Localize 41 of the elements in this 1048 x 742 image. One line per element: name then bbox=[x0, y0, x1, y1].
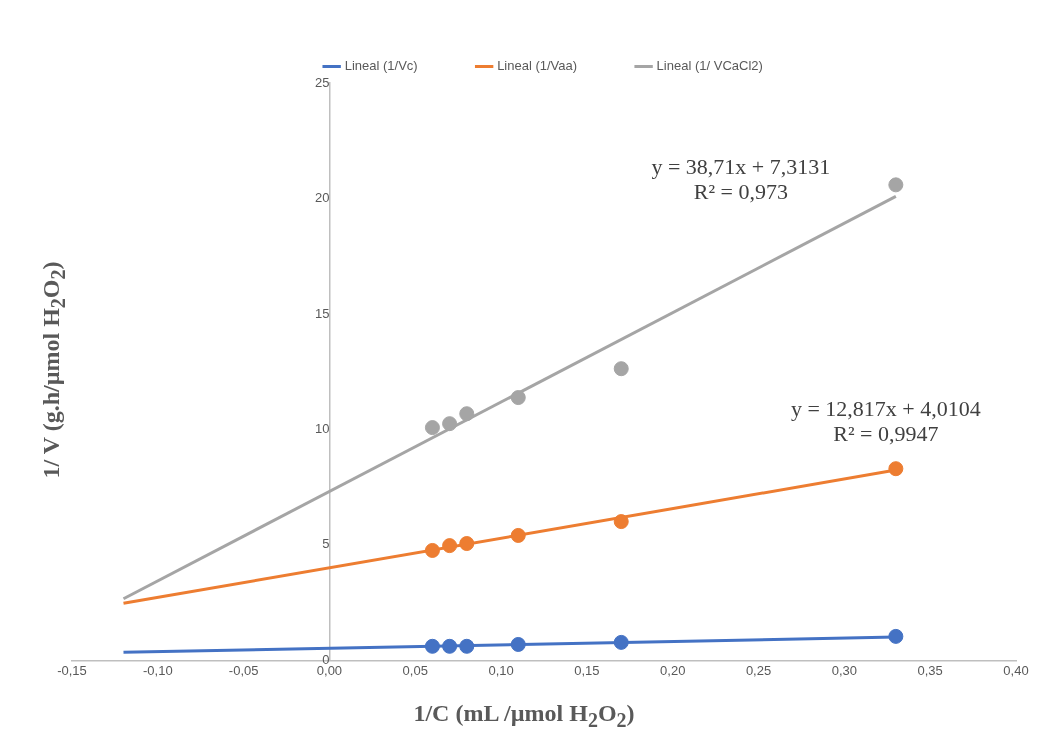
point bbox=[888, 461, 904, 477]
x-tick-label: 0,40 bbox=[1003, 662, 1029, 678]
point bbox=[510, 390, 526, 406]
annotation: y = 12,817x + 4,0104 R² = 0,9947 bbox=[790, 395, 981, 446]
x-axis-title: 1/C (mL /µmol H$_{2}$O$_{2}$) bbox=[412, 700, 636, 732]
x-tick-label: 0,10 bbox=[488, 662, 514, 678]
point bbox=[459, 536, 475, 552]
x-tick-label: 0,15 bbox=[574, 662, 600, 678]
point bbox=[442, 416, 458, 432]
x-tick-label: 0,05 bbox=[402, 662, 428, 678]
point bbox=[442, 638, 458, 654]
x-tick-label: -0,15 bbox=[57, 662, 87, 678]
point bbox=[459, 406, 475, 422]
x-tick-label: 0,20 bbox=[660, 662, 686, 678]
y-tick-label: 0 bbox=[322, 651, 330, 667]
point bbox=[424, 420, 440, 436]
point bbox=[888, 177, 904, 193]
point bbox=[442, 538, 458, 554]
point bbox=[613, 361, 629, 377]
point bbox=[424, 542, 440, 558]
x-tick-label: 0,25 bbox=[745, 662, 772, 678]
legend-label: Lineal (1/Vaa) bbox=[497, 58, 578, 74]
x-tick-label: 0,30 bbox=[831, 662, 858, 678]
y-tick-label: 20 bbox=[314, 190, 330, 206]
x-tick-label: -0,10 bbox=[143, 662, 173, 678]
annotation: y = 38,71x + 7,3131 R² = 0,973 bbox=[651, 154, 831, 205]
point bbox=[459, 638, 475, 654]
y-tick-label: 10 bbox=[314, 421, 330, 437]
x-tick-label: -0,05 bbox=[228, 662, 259, 678]
point bbox=[424, 638, 440, 654]
y-tick-label: 15 bbox=[314, 305, 330, 321]
point bbox=[613, 634, 629, 650]
point bbox=[510, 527, 526, 543]
legend-label: Lineal (1/Vc) bbox=[344, 58, 418, 74]
legend-label: Lineal (1/ VCaCl2) bbox=[656, 58, 763, 74]
y-tick-label: 5 bbox=[322, 536, 330, 552]
point bbox=[888, 628, 904, 644]
point bbox=[510, 636, 526, 652]
x-tick-label: 0,35 bbox=[917, 662, 943, 678]
y-tick-label: 25 bbox=[314, 74, 330, 90]
point bbox=[613, 514, 629, 530]
